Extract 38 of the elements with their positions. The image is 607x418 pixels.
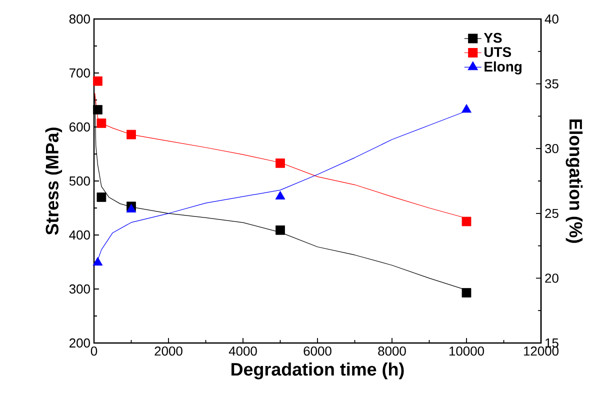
point <box>462 216 472 226</box>
point <box>462 288 472 298</box>
x-axis-title: Degradation time (h) <box>232 362 404 380</box>
point <box>92 256 103 266</box>
x-tick-label: 0 <box>90 346 98 356</box>
point <box>96 118 106 128</box>
y-tick-label: 200 <box>70 338 90 348</box>
x-tick-label: 6000 <box>304 346 332 356</box>
y-tick-label: 400 <box>69 230 90 240</box>
legend-label: Elong <box>484 61 522 74</box>
y-axis-title: Stress (MPa) <box>45 128 62 235</box>
point <box>126 130 136 140</box>
x-tick-label: 10000 <box>449 346 484 356</box>
legend-label: UTS <box>484 47 512 57</box>
legend-label: YS <box>484 32 502 43</box>
point <box>93 105 102 114</box>
point <box>462 104 472 113</box>
y2-tick-label: 35 <box>545 79 558 88</box>
point <box>93 76 102 86</box>
y2-axis-title: Elongation (%) <box>566 119 583 243</box>
point <box>96 192 106 202</box>
y2-tick-label: 20 <box>545 274 558 283</box>
y-tick-label: 500 <box>69 176 90 186</box>
y2-tick-label: 40 <box>544 14 558 24</box>
point <box>275 190 286 200</box>
x-tick-label: 8000 <box>378 346 406 356</box>
x-tick-label: 4000 <box>228 346 257 356</box>
x-tick-label: 12000 <box>524 346 559 356</box>
y2-tick-label: 15 <box>546 338 558 348</box>
y-tick-label: 700 <box>70 68 90 78</box>
point <box>276 225 285 235</box>
y-tick-label: 300 <box>69 284 90 294</box>
y-tick-label: 800 <box>69 14 90 24</box>
y2-tick-label: 25 <box>545 208 558 218</box>
x-tick-label: 2000 <box>154 346 182 356</box>
y-tick-label: 600 <box>70 122 90 132</box>
y2-tick-label: 30 <box>545 144 558 154</box>
point <box>276 158 285 168</box>
